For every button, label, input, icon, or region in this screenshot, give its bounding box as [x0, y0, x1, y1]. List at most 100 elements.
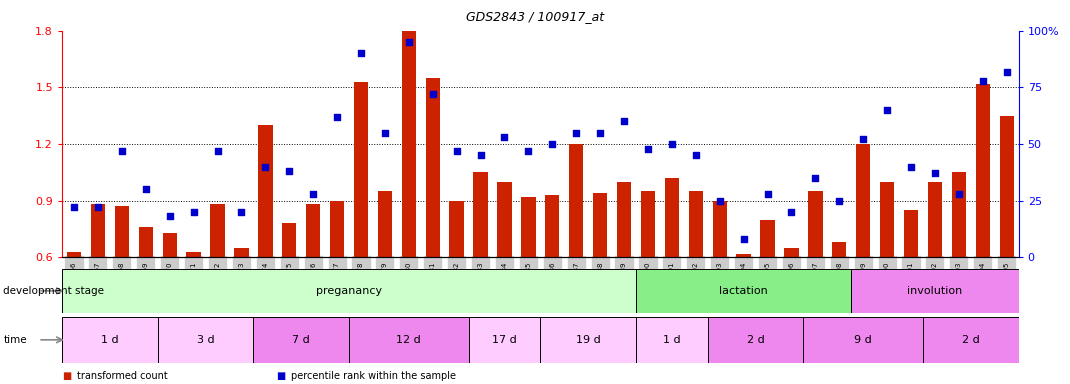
Text: 7 d: 7 d: [292, 335, 310, 345]
Bar: [784, 248, 798, 257]
Point: [90, 204, 107, 210]
Point: [998, 68, 1015, 74]
Point: [495, 134, 513, 140]
Bar: [163, 233, 177, 257]
Bar: [426, 78, 440, 257]
Bar: [258, 125, 273, 257]
Bar: [62, 269, 636, 313]
Point: [233, 209, 250, 215]
Bar: [976, 84, 990, 257]
Text: involution: involution: [907, 286, 963, 296]
Bar: [880, 182, 895, 257]
Bar: [449, 200, 463, 257]
Point: [377, 129, 394, 136]
Point: [162, 214, 179, 220]
Text: ■: ■: [62, 371, 72, 381]
Bar: [254, 317, 349, 363]
Point: [472, 152, 489, 158]
Bar: [540, 317, 636, 363]
Point: [280, 168, 297, 174]
Point: [424, 91, 441, 97]
Point: [687, 152, 704, 158]
Point: [352, 50, 369, 56]
Point: [735, 236, 752, 242]
Text: lactation: lactation: [719, 286, 768, 296]
Bar: [713, 200, 727, 257]
Point: [113, 148, 131, 154]
Bar: [282, 223, 296, 257]
Point: [257, 164, 274, 170]
Text: percentile rank within the sample: percentile rank within the sample: [291, 371, 456, 381]
Bar: [114, 206, 129, 257]
Bar: [62, 317, 157, 363]
Bar: [378, 191, 392, 257]
Point: [878, 107, 896, 113]
Bar: [157, 317, 254, 363]
Text: development stage: development stage: [3, 286, 104, 296]
Bar: [234, 248, 248, 257]
Point: [448, 148, 465, 154]
Bar: [856, 144, 870, 257]
Point: [855, 136, 872, 142]
Point: [400, 39, 417, 45]
Bar: [804, 317, 923, 363]
Bar: [401, 31, 416, 257]
Text: 19 d: 19 d: [576, 335, 600, 345]
Bar: [330, 200, 345, 257]
Text: GDS2843 / 100917_at: GDS2843 / 100917_at: [465, 10, 605, 23]
Bar: [951, 172, 966, 257]
Text: 17 d: 17 d: [492, 335, 517, 345]
Bar: [593, 193, 608, 257]
Bar: [636, 317, 707, 363]
Point: [209, 148, 226, 154]
Bar: [66, 252, 81, 257]
Point: [974, 78, 991, 84]
Bar: [498, 182, 511, 257]
Text: 1 d: 1 d: [663, 335, 681, 345]
Text: 3 d: 3 d: [197, 335, 214, 345]
Point: [927, 170, 944, 177]
Bar: [852, 269, 1019, 313]
Bar: [306, 204, 320, 257]
Text: 1 d: 1 d: [101, 335, 119, 345]
Point: [663, 141, 681, 147]
Bar: [808, 191, 823, 257]
Point: [592, 129, 609, 136]
Text: preganancy: preganancy: [316, 286, 382, 296]
Point: [615, 118, 632, 124]
Point: [520, 148, 537, 154]
Point: [783, 209, 800, 215]
Point: [305, 191, 322, 197]
Bar: [641, 191, 655, 257]
Text: transformed count: transformed count: [77, 371, 168, 381]
Text: 9 d: 9 d: [854, 335, 872, 345]
Text: 2 d: 2 d: [747, 335, 764, 345]
Point: [137, 186, 154, 192]
Text: 12 d: 12 d: [397, 335, 422, 345]
Bar: [664, 178, 679, 257]
Point: [830, 197, 847, 204]
Bar: [689, 191, 703, 257]
Bar: [521, 197, 536, 257]
Bar: [354, 82, 368, 257]
Bar: [186, 252, 201, 257]
Point: [902, 164, 919, 170]
Bar: [469, 317, 540, 363]
Bar: [617, 182, 631, 257]
Bar: [91, 204, 105, 257]
Bar: [349, 317, 469, 363]
Point: [950, 191, 967, 197]
Bar: [473, 172, 488, 257]
Point: [807, 175, 824, 181]
Bar: [736, 253, 751, 257]
Bar: [636, 269, 852, 313]
Point: [759, 191, 776, 197]
Bar: [545, 195, 560, 257]
Point: [544, 141, 561, 147]
Point: [712, 197, 729, 204]
Point: [185, 209, 202, 215]
Bar: [139, 227, 153, 257]
Bar: [923, 317, 1019, 363]
Point: [568, 129, 585, 136]
Bar: [761, 220, 775, 257]
